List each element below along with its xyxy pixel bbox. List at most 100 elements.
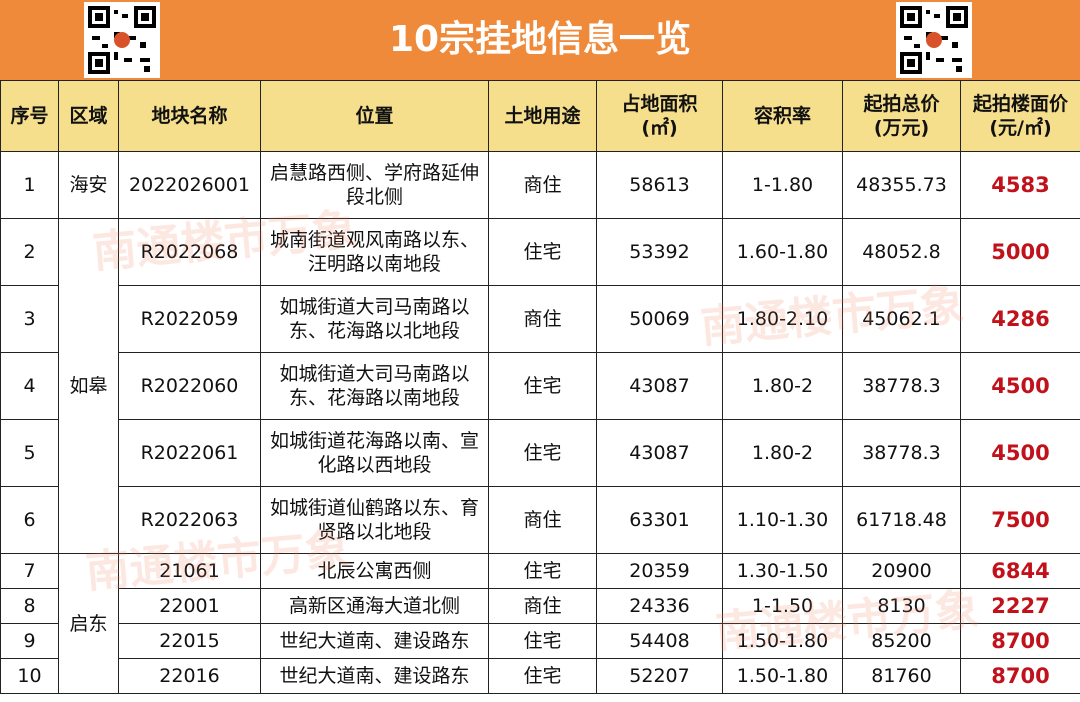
land-use: 住宅 (488, 352, 597, 420)
plot-ratio: 1.50-1.80 (722, 658, 843, 694)
title: 10宗挂地信息一览 (388, 19, 692, 60)
floor-price: 4500 (960, 352, 1080, 420)
table-row: 10 22016 世纪大道南、建设路东 住宅 52207 1.50-1.80 81760 87… (0, 658, 1080, 694)
land-use: 商住 (488, 151, 597, 219)
location: 高新区通海大道北侧 (260, 588, 489, 624)
land-use: 商住 (488, 285, 597, 353)
table-row: 3 R2022059 如城街道大司马南路以东、花海路以北地段 商住 50069 1.80-… (0, 285, 1080, 353)
total-price: 48052.8 (842, 218, 961, 286)
row-number: 8 (0, 588, 59, 624)
area: 52207 (596, 658, 723, 694)
table-row: 9 22015 世纪大道南、建设路东 住宅 54408 1.50-1.80 85200 870… (0, 623, 1080, 659)
area: 24336 (596, 588, 723, 624)
land-use: 住宅 (488, 553, 597, 589)
total-price: 85200 (842, 623, 961, 659)
total-price: 48355.73 (842, 151, 961, 219)
column-header: 容积率 (722, 80, 843, 152)
parcel-id: 21061 (118, 553, 261, 589)
location: 北辰公寓西侧 (260, 553, 489, 589)
table-row: 8 22001 高新区通海大道北侧 商住 24336 1-1.50 8130 2227 (0, 588, 1080, 624)
plot-ratio: 1.50-1.80 (722, 623, 843, 659)
column-header: 土地用途 (488, 80, 597, 152)
location: 如城街道大司马南路以东、花海路以北地段 (260, 285, 489, 353)
plot-ratio: 1-1.80 (722, 151, 843, 219)
parcel-id: R2022063 (118, 486, 261, 554)
floor-price: 6844 (960, 553, 1080, 589)
total-price: 20900 (842, 553, 961, 589)
row-number: 3 (0, 285, 59, 353)
region: 启东 (58, 553, 119, 694)
area: 63301 (596, 486, 723, 554)
column-header: 位置 (260, 80, 489, 152)
parcel-id: 22016 (118, 658, 261, 694)
column-header: 起拍楼面价 (元/㎡) (960, 80, 1080, 152)
plot-ratio: 1.10-1.30 (722, 486, 843, 554)
location: 世纪大道南、建设路东 (260, 623, 489, 659)
row-number: 4 (0, 352, 59, 420)
plot-ratio: 1.30-1.50 (722, 553, 843, 589)
total-price: 81760 (842, 658, 961, 694)
region: 海安 (58, 151, 119, 219)
floor-price: 8700 (960, 623, 1080, 659)
total-price: 8130 (842, 588, 961, 624)
floor-price: 4500 (960, 419, 1080, 487)
total-price: 61718.48 (842, 486, 961, 554)
location: 如城街道仙鹤路以东、育贤路以北地段 (260, 486, 489, 554)
area: 43087 (596, 419, 723, 487)
parcel-id: R2022059 (118, 285, 261, 353)
plot-ratio: 1.80-2.10 (722, 285, 843, 353)
land-use: 住宅 (488, 623, 597, 659)
row-number: 7 (0, 553, 59, 589)
qr-code (84, 2, 160, 78)
plot-ratio: 1-1.50 (722, 588, 843, 624)
total-price: 38778.3 (842, 419, 961, 487)
region: 如皋 (58, 218, 119, 554)
area: 53392 (596, 218, 723, 286)
table-row: 4 R2022060 如城街道大司马南路以东、花海路以南地段 住宅 43087 1.80-… (0, 352, 1080, 420)
total-price: 38778.3 (842, 352, 961, 420)
qr-code (896, 2, 972, 78)
location: 如城街道大司马南路以东、花海路以南地段 (260, 352, 489, 420)
floor-price: 2227 (960, 588, 1080, 624)
location: 启慧路西侧、学府路延伸段北侧 (260, 151, 489, 219)
parcel-id: R2022068 (118, 218, 261, 286)
row-number: 5 (0, 419, 59, 487)
table-row: 1 海安 2022026001 启慧路西侧、学府路延伸段北侧 商住 58613 1-1.80… (0, 151, 1080, 219)
column-header: 序号 (0, 80, 59, 152)
land-use: 商住 (488, 588, 597, 624)
floor-price: 7500 (960, 486, 1080, 554)
area: 50069 (596, 285, 723, 353)
table-row: 6 R2022063 如城街道仙鹤路以东、育贤路以北地段 商住 63301 1.10-1.… (0, 486, 1080, 554)
location: 世纪大道南、建设路东 (260, 658, 489, 694)
location: 如城街道花海路以南、宣化路以西地段 (260, 419, 489, 487)
land-table: 序号 区域 地块名称 位置 土地用途 占地面积 (㎡) 容积率 起拍总价 (万元) 起拍楼面价 … (0, 80, 1080, 694)
area: 20359 (596, 553, 723, 589)
column-header: 起拍总价 (万元) (842, 80, 961, 152)
parcel-id: R2022060 (118, 352, 261, 420)
plot-ratio: 1.80-2 (722, 419, 843, 487)
row-number: 10 (0, 658, 59, 694)
column-header: 地块名称 (118, 80, 261, 152)
floor-price: 5000 (960, 218, 1080, 286)
column-header: 区域 (58, 80, 119, 152)
area: 58613 (596, 151, 723, 219)
row-number: 2 (0, 218, 59, 286)
row-number: 9 (0, 623, 59, 659)
parcel-id: 2022026001 (118, 151, 261, 219)
floor-price: 8700 (960, 658, 1080, 694)
parcel-id: 22001 (118, 588, 261, 624)
table-row: 5 R2022061 如城街道花海路以南、宣化路以西地段 住宅 43087 1.80-2 3… (0, 419, 1080, 487)
row-number: 6 (0, 486, 59, 554)
location: 城南街道观风南路以东、汪明路以南地段 (260, 218, 489, 286)
table-row: 7 启东 21061 北辰公寓西侧 住宅 20359 1.30-1.50 20900 6844 (0, 553, 1080, 694)
total-price: 45062.1 (842, 285, 961, 353)
area: 43087 (596, 352, 723, 420)
land-use: 住宅 (488, 419, 597, 487)
plot-ratio: 1.60-1.80 (722, 218, 843, 286)
floor-price: 4286 (960, 285, 1080, 353)
land-use: 住宅 (488, 218, 597, 286)
area: 54408 (596, 623, 723, 659)
land-use: 商住 (488, 486, 597, 554)
column-header: 占地面积 (㎡) (596, 80, 723, 152)
